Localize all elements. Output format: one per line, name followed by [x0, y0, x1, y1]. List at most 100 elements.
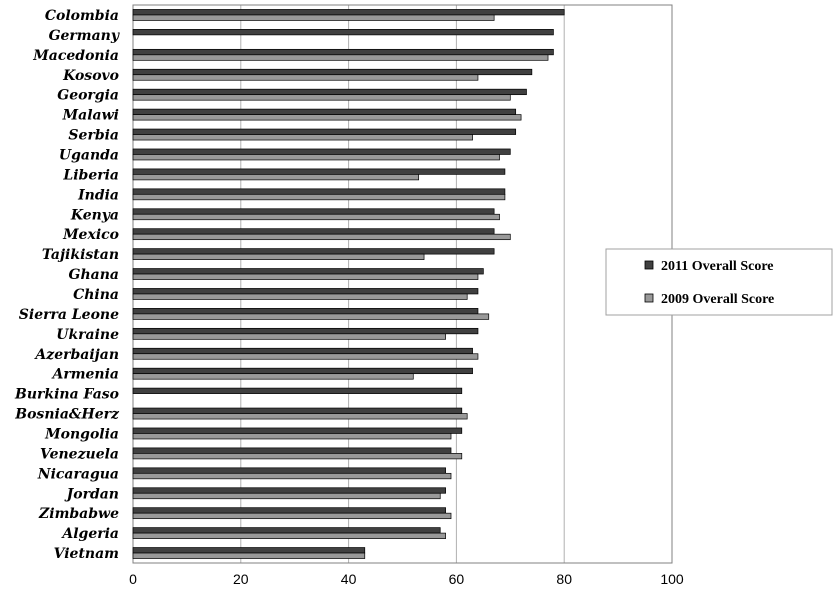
bar-2011	[132, 48, 554, 56]
category-label: Nicaragua	[37, 466, 119, 482]
bar-2011	[132, 148, 511, 155]
bar-2009	[132, 213, 500, 221]
bar-2009	[132, 333, 446, 340]
bar-2009	[132, 94, 511, 101]
category-label: Venezuela	[40, 446, 119, 462]
bar-2011	[132, 347, 473, 355]
bar-2009	[132, 193, 506, 201]
bar-2011	[132, 128, 517, 135]
bar-2009	[132, 492, 441, 500]
category-label: Bosnia&Herz	[14, 407, 120, 423]
bar-2011	[132, 108, 517, 115]
category-label: Malawi	[62, 108, 119, 124]
bar-2009	[132, 532, 446, 539]
category-label: Colombia	[45, 8, 119, 24]
legend-box	[605, 248, 833, 316]
x-tick-label: 40	[341, 571, 357, 587]
gridlines	[240, 5, 565, 563]
category-label: Kosovo	[62, 68, 119, 84]
bars	[132, 9, 565, 559]
legend-swatch-2009	[644, 293, 654, 303]
bar-2009	[132, 373, 414, 380]
category-label: India	[77, 187, 119, 203]
category-label: Azerbaijan	[33, 347, 119, 363]
x-tick-label: 20	[233, 571, 249, 587]
bar-2009	[132, 472, 452, 480]
bar-2009	[132, 54, 549, 61]
legend-label-2009: 2009 Overall Score	[661, 292, 774, 307]
legend-label-2011: 2011 Overall Score	[661, 259, 774, 274]
bar-2011	[132, 29, 554, 36]
bar-2009	[132, 174, 420, 181]
bar-2011	[132, 487, 446, 494]
category-label: Mongolia	[44, 426, 119, 442]
bar-2011	[132, 228, 495, 235]
bar-2009	[132, 253, 425, 260]
bar-2009	[132, 74, 479, 81]
plot-area	[132, 4, 673, 564]
category-label: Liberia	[62, 167, 119, 183]
bar-2011	[132, 208, 495, 215]
category-label: Uganda	[59, 147, 119, 163]
bar-2011	[132, 407, 463, 414]
bar-2009	[132, 433, 452, 440]
bar-2009	[132, 353, 479, 360]
bar-2011	[132, 327, 479, 335]
x-tick-label: 100	[660, 571, 684, 587]
category-label: Ghana	[69, 267, 119, 283]
category-label: Zimbabwe	[38, 506, 119, 522]
category-label: China	[73, 287, 119, 303]
category-labels: Colombia Germany Macedonia Kosovo Georgia Mal…	[14, 8, 120, 562]
x-tick-label: 60	[449, 571, 465, 587]
bar-2011	[132, 387, 463, 394]
category-label: Macedonia	[32, 48, 119, 64]
category-label: Serbia	[68, 128, 119, 144]
bar-2009	[132, 293, 468, 300]
bar-2011	[132, 68, 533, 76]
bar-2011	[132, 9, 565, 16]
bar-2011	[132, 168, 506, 175]
bar-2011	[132, 427, 463, 434]
bar-2011	[132, 507, 446, 514]
category-label: Armenia	[50, 367, 119, 383]
bar-2009	[132, 114, 522, 121]
bar-2011	[132, 467, 446, 474]
bar-2011	[132, 547, 366, 554]
bar-2009	[132, 512, 452, 520]
bar-2011	[132, 88, 527, 96]
bar-2009	[132, 134, 473, 141]
bar-2009	[132, 313, 490, 320]
x-tick-label: 80	[556, 571, 572, 587]
bar-2011	[132, 527, 441, 534]
bar-2011	[132, 288, 479, 295]
bar-2009	[132, 273, 479, 280]
x-axis-ticks: 0 20 40 60 80 100	[129, 571, 684, 587]
category-label: Ukraine	[56, 327, 119, 343]
category-label: Algeria	[60, 526, 119, 542]
bar-2009	[132, 413, 468, 420]
bar-2009	[132, 154, 500, 161]
legend: 2011 Overall Score 2009 Overall Score	[605, 248, 833, 316]
x-tick-label: 0	[129, 571, 137, 587]
bar-2011	[132, 188, 506, 195]
bar-2011	[132, 308, 479, 315]
bar-2009	[132, 453, 463, 460]
category-label: Kenya	[70, 207, 119, 223]
category-label: Georgia	[57, 88, 119, 104]
category-label: Tajikistan	[42, 247, 119, 263]
bar-2011	[132, 367, 473, 375]
category-label: Jordan	[64, 486, 119, 502]
category-label: Mexico	[62, 227, 119, 243]
category-label: Sierra Leone	[19, 307, 119, 323]
bar-2009	[132, 552, 366, 559]
bar-2011	[132, 268, 484, 275]
category-label: Vietnam	[54, 546, 119, 562]
legend-swatch-2011	[644, 260, 654, 270]
bar-2011	[132, 248, 495, 255]
category-label: Burkina Faso	[14, 387, 119, 403]
category-label: Germany	[49, 28, 120, 44]
bar-2009	[132, 233, 511, 241]
bar-2009	[132, 14, 495, 21]
bar-2011	[132, 447, 452, 454]
